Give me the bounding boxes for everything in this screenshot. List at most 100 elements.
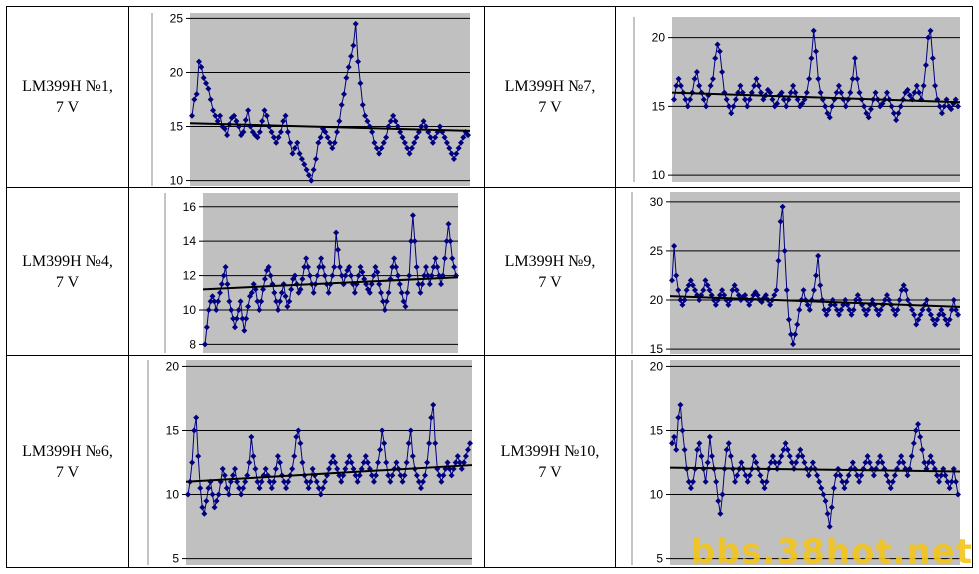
data-point <box>242 117 249 124</box>
data-point <box>330 453 337 460</box>
chart-lm399h-9: 15 20 25 30 <box>631 192 961 356</box>
data-point <box>321 478 328 485</box>
data-point <box>393 263 400 270</box>
data-point <box>389 472 396 479</box>
data-point <box>211 504 218 511</box>
data-point <box>883 472 890 479</box>
data-point <box>373 472 379 479</box>
data-point <box>303 166 310 173</box>
data-point <box>821 306 828 313</box>
data-point <box>321 272 328 279</box>
data-point <box>212 112 219 119</box>
data-point <box>707 82 714 89</box>
plot-area <box>190 13 470 186</box>
data-point <box>346 263 353 270</box>
data-point <box>209 491 216 498</box>
data-point <box>849 75 856 82</box>
data-point <box>440 472 447 479</box>
data-point <box>402 303 409 310</box>
data-point <box>891 472 898 479</box>
data-point <box>904 472 911 479</box>
data-point <box>893 117 900 124</box>
data-point <box>399 478 406 485</box>
data-point <box>450 155 457 162</box>
data-point <box>719 287 726 294</box>
label-line2: 7 V <box>538 273 562 291</box>
data-point <box>413 134 420 141</box>
y-tick-label: 12 <box>183 269 197 283</box>
data-point <box>380 139 387 146</box>
data-point <box>385 289 392 296</box>
data-point <box>673 82 680 89</box>
data-point <box>340 472 347 479</box>
y-tick-label: 20 <box>650 293 664 307</box>
data-point <box>898 453 905 460</box>
data-point <box>696 82 703 89</box>
data-point <box>955 103 961 110</box>
data-point <box>694 446 701 453</box>
data-point <box>297 440 304 447</box>
data-point <box>309 465 316 472</box>
data-point <box>417 485 424 492</box>
data-point <box>342 465 349 472</box>
data-point <box>796 306 803 313</box>
data-point <box>379 298 386 305</box>
data-point <box>948 106 955 113</box>
data-point <box>822 103 829 110</box>
data-point <box>735 292 742 299</box>
data-point <box>362 112 369 119</box>
data-point <box>352 472 359 479</box>
data-point <box>252 465 259 472</box>
data-point <box>689 282 696 289</box>
data-point <box>776 459 783 466</box>
data-point <box>815 75 822 82</box>
data-point <box>875 459 882 466</box>
data-point <box>235 306 242 313</box>
data-point <box>224 281 231 288</box>
data-point <box>420 118 427 125</box>
data-point <box>421 272 428 279</box>
data-point <box>677 401 684 408</box>
data-point <box>270 134 277 141</box>
data-point <box>258 478 265 485</box>
data-point <box>929 55 936 62</box>
data-point <box>305 172 312 179</box>
data-point <box>254 478 261 485</box>
data-point <box>219 465 226 472</box>
data-point <box>301 263 308 270</box>
data-point <box>744 297 751 303</box>
data-point <box>783 287 790 294</box>
cell-label-6: LM399H №6, 7 V <box>7 356 128 567</box>
data-point <box>227 478 234 485</box>
data-point <box>400 298 407 305</box>
label-line2: 7 V <box>538 463 562 481</box>
data-point <box>408 145 415 152</box>
data-point <box>742 292 749 299</box>
data-point <box>762 292 769 299</box>
data-point <box>886 297 893 303</box>
data-point <box>434 263 441 270</box>
data-point <box>687 277 694 284</box>
data-point <box>387 276 394 283</box>
data-point <box>912 427 919 434</box>
trend-line <box>185 464 473 483</box>
data-point <box>838 89 845 96</box>
data-point <box>902 287 909 294</box>
data-point <box>777 218 784 225</box>
data-point <box>917 311 924 318</box>
data-point <box>822 497 829 504</box>
data-point <box>913 321 920 328</box>
data-point <box>671 96 677 103</box>
data-point <box>952 478 959 485</box>
data-point <box>270 478 277 485</box>
data-point <box>338 101 345 108</box>
data-point <box>281 478 288 485</box>
data-point <box>691 287 698 294</box>
data-point <box>377 446 384 453</box>
data-point <box>370 478 377 485</box>
data-point <box>671 243 678 249</box>
data-point <box>817 89 824 96</box>
data-point <box>950 297 957 303</box>
data-point <box>746 301 753 308</box>
data-point <box>742 472 749 479</box>
